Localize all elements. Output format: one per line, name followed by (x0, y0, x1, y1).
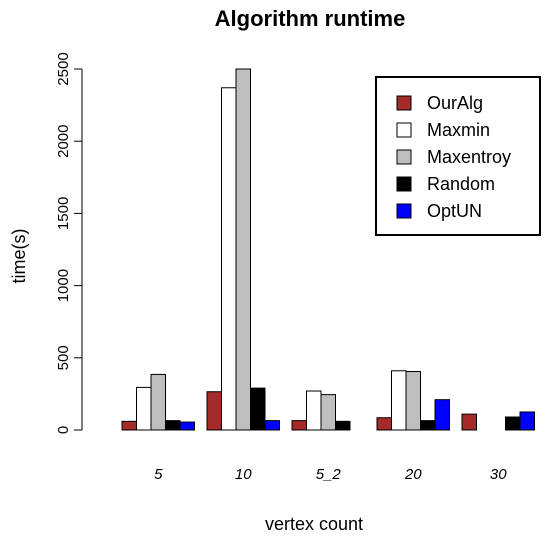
x-tick-label: 10 (235, 466, 252, 483)
bar-maxmin-5 (136, 386, 152, 431)
bar-maxmin-5_2 (306, 390, 322, 431)
bar-maxentroy-10 (235, 68, 251, 431)
bar-random-5_2 (335, 420, 351, 431)
bars-group (121, 68, 535, 431)
x-axis-label: vertex count (265, 514, 363, 534)
bar-ouralg-5 (121, 420, 137, 431)
y-tick-label: 0 (55, 426, 72, 434)
x-tick-label: 5_2 (316, 466, 342, 483)
bar-maxentroy-5 (150, 373, 166, 431)
y-axis: 0 500 1000 1500 2000 2500 (55, 52, 83, 434)
y-tick-label: 2500 (55, 52, 72, 85)
y-tick-label: 1000 (55, 269, 72, 302)
bar-optun-30 (519, 411, 535, 431)
legend-label-ouralg: OurAlg (427, 93, 483, 113)
bar-random-20 (420, 420, 436, 431)
y-tick-label: 1500 (55, 197, 72, 230)
x-tick-label: 30 (490, 466, 507, 483)
x-tick-labels: 5 10 5_2 20 30 (154, 466, 507, 483)
x-tick-label: 5 (154, 466, 163, 483)
bar-ouralg-5_2 (291, 420, 307, 431)
bar-maxentroy-20 (405, 371, 421, 431)
legend-label-maxmin: Maxmin (427, 120, 490, 140)
y-tick-label: 2000 (55, 125, 72, 158)
bar-optun-20 (434, 399, 450, 431)
legend-swatch-optun (396, 203, 412, 219)
bar-ouralg-30 (461, 413, 477, 431)
x-tick-label: 20 (404, 466, 422, 483)
y-tick-label: 500 (55, 345, 72, 370)
legend-swatch-maxmin (396, 122, 412, 138)
bar-maxentroy-5_2 (320, 394, 336, 431)
bar-random-5 (165, 420, 181, 431)
bar-optun-5 (179, 421, 195, 431)
legend-swatch-random (396, 176, 412, 192)
bar-ouralg-20 (376, 417, 392, 431)
bar-optun-10 (264, 420, 280, 431)
y-axis-label: time(s) (9, 229, 29, 284)
legend-label-maxentroy: Maxentroy (427, 147, 511, 167)
legend-label-optun: OptUN (427, 201, 482, 221)
legend-swatch-ouralg (396, 95, 412, 111)
bar-random-30 (505, 416, 521, 431)
bar-ouralg-10 (206, 391, 222, 431)
legend-label-random: Random (427, 174, 495, 194)
legend: OurAlg Maxmin Maxentroy Random OptUN (375, 76, 541, 236)
bar-maxmin-20 (391, 370, 407, 431)
bar-maxmin-10 (221, 87, 237, 431)
legend-swatch-maxentroy (396, 149, 412, 165)
chart-title: Algorithm runtime (215, 6, 406, 31)
bar-random-10 (250, 387, 266, 431)
